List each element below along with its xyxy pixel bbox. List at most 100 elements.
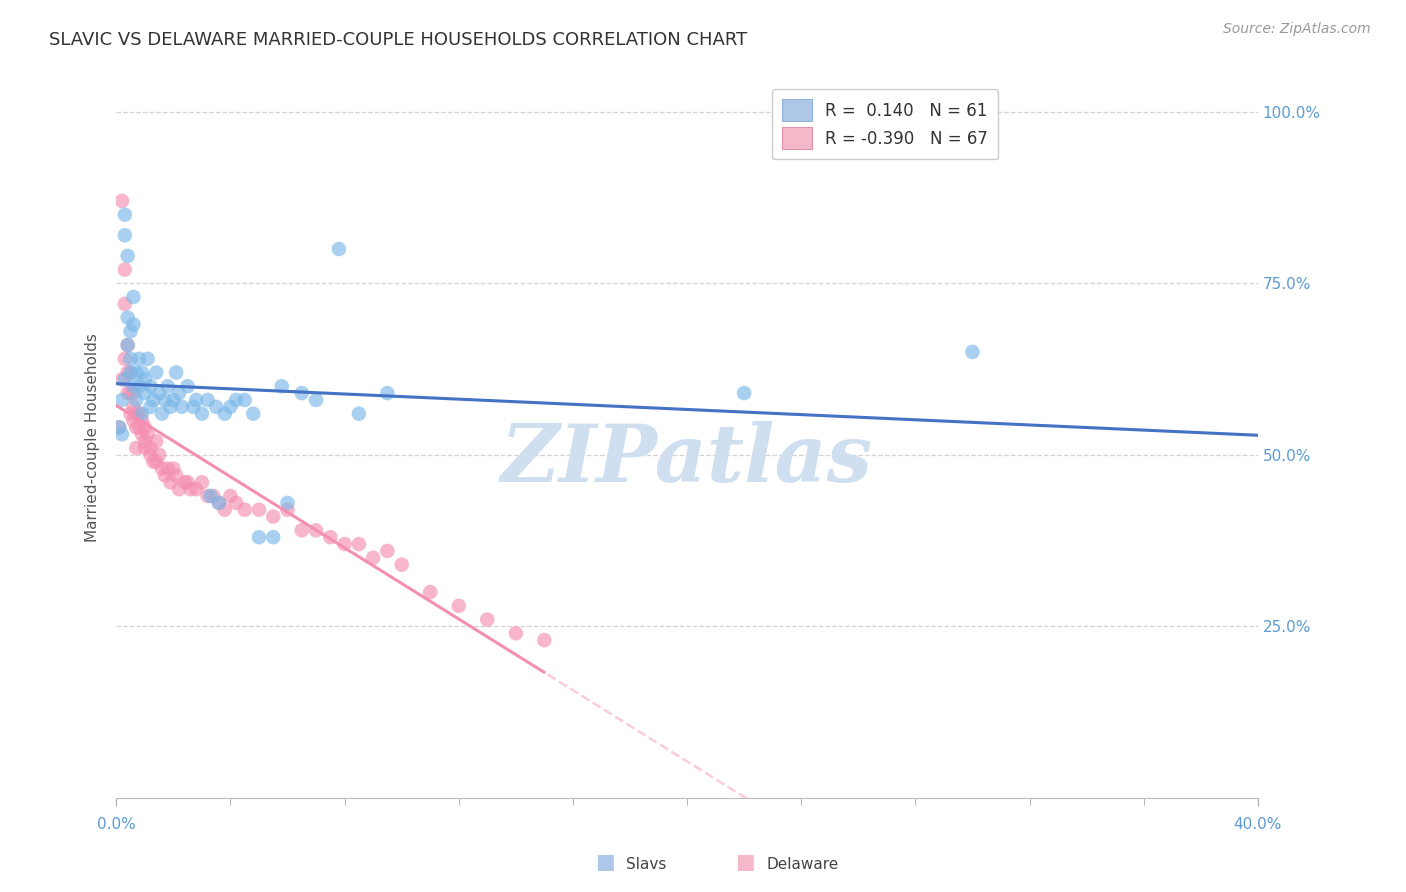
Text: ZIPatlas: ZIPatlas — [501, 420, 873, 498]
Text: Slavs: Slavs — [626, 857, 666, 872]
Point — [128, 379, 150, 393]
Point — [186, 392, 208, 407]
Point — [205, 400, 228, 414]
Point — [162, 392, 184, 407]
Point — [150, 407, 173, 421]
Point — [153, 468, 176, 483]
Point — [305, 524, 328, 538]
Point — [270, 379, 292, 393]
Point — [111, 427, 134, 442]
Point — [114, 208, 136, 222]
Point — [305, 392, 328, 407]
Point — [276, 502, 298, 516]
Point — [139, 379, 162, 393]
Point — [150, 461, 173, 475]
Point — [139, 441, 162, 455]
Point — [197, 489, 219, 503]
Point — [176, 379, 198, 393]
Point — [447, 599, 470, 613]
Point — [319, 530, 342, 544]
Point — [136, 351, 159, 366]
Point — [733, 386, 755, 401]
Point — [131, 427, 153, 442]
Point — [134, 434, 156, 449]
Point — [128, 351, 150, 366]
Point — [108, 420, 131, 434]
Point — [120, 366, 142, 380]
Point — [167, 482, 190, 496]
Point — [142, 392, 165, 407]
Point — [233, 502, 256, 516]
Point — [242, 407, 264, 421]
Point — [183, 400, 205, 414]
Point — [131, 366, 153, 380]
Point — [122, 290, 145, 304]
Point — [208, 496, 231, 510]
Point — [156, 379, 179, 393]
Text: SLAVIC VS DELAWARE MARRIED-COUPLE HOUSEHOLDS CORRELATION CHART: SLAVIC VS DELAWARE MARRIED-COUPLE HOUSEH… — [49, 31, 748, 49]
Point — [111, 194, 134, 208]
Point — [200, 489, 222, 503]
Point — [120, 351, 142, 366]
Point — [477, 613, 499, 627]
Point — [165, 366, 187, 380]
Point — [117, 310, 139, 325]
Point — [179, 482, 201, 496]
Point — [134, 420, 156, 434]
Point — [134, 441, 156, 455]
Point — [139, 400, 162, 414]
Point — [117, 338, 139, 352]
Point — [114, 262, 136, 277]
Point — [117, 386, 139, 401]
Point — [247, 530, 270, 544]
Point — [145, 366, 167, 380]
Point — [333, 537, 356, 551]
Text: ■: ■ — [735, 853, 755, 872]
Point — [167, 386, 190, 401]
Point — [225, 496, 247, 510]
Point — [153, 392, 176, 407]
Point — [247, 502, 270, 516]
Point — [139, 448, 162, 462]
Point — [391, 558, 413, 572]
Text: Delaware: Delaware — [766, 857, 838, 872]
Point — [120, 366, 142, 380]
Point — [291, 386, 314, 401]
Legend: R =  0.140   N = 61, R = -0.390   N = 67: R = 0.140 N = 61, R = -0.390 N = 67 — [772, 89, 998, 159]
Point — [117, 366, 139, 380]
Point — [120, 407, 142, 421]
Y-axis label: Married-couple Households: Married-couple Households — [86, 334, 100, 542]
Point — [505, 626, 527, 640]
Point — [128, 407, 150, 421]
Point — [142, 455, 165, 469]
Point — [159, 400, 181, 414]
Point — [125, 441, 148, 455]
Point — [347, 537, 370, 551]
Text: ■: ■ — [595, 853, 614, 872]
Point — [170, 400, 193, 414]
Point — [134, 386, 156, 401]
Point — [328, 242, 350, 256]
Point — [347, 407, 370, 421]
Point — [134, 372, 156, 386]
Point — [191, 407, 214, 421]
Point — [114, 228, 136, 243]
Point — [361, 550, 384, 565]
Point — [125, 420, 148, 434]
Point — [148, 448, 170, 462]
Point — [291, 524, 314, 538]
Point — [125, 366, 148, 380]
Point — [111, 372, 134, 386]
Point — [377, 544, 399, 558]
Point — [233, 392, 256, 407]
Point — [962, 345, 984, 359]
Point — [145, 455, 167, 469]
Point — [114, 297, 136, 311]
Point — [197, 392, 219, 407]
Point — [191, 475, 214, 490]
Point — [122, 400, 145, 414]
Point — [131, 413, 153, 427]
Point — [122, 386, 145, 401]
Point — [128, 420, 150, 434]
Point — [214, 407, 236, 421]
